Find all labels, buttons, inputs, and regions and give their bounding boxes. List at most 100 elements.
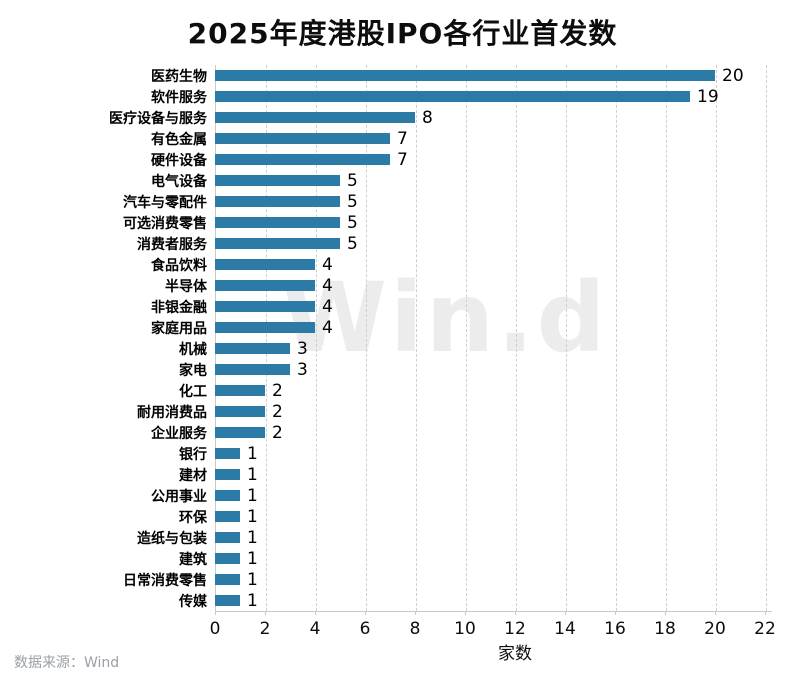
bar-row: 传媒 1	[0, 590, 805, 611]
x-tick-mark	[665, 611, 666, 615]
value-label: 5	[347, 233, 358, 254]
bar	[215, 322, 315, 333]
category-label: 耐用消费品	[137, 404, 207, 421]
value-label: 3	[297, 338, 308, 359]
bar	[215, 448, 240, 459]
x-tick-label: 8	[409, 619, 421, 639]
value-label: 7	[397, 128, 408, 149]
category-label: 日常消费零售	[123, 572, 207, 589]
data-source-label: 数据来源：Wind	[14, 655, 120, 671]
category-label: 建材	[179, 467, 207, 484]
bar	[215, 238, 340, 249]
value-label: 1	[247, 590, 258, 611]
x-tick-label: 6	[359, 619, 371, 639]
value-label: 4	[322, 317, 333, 338]
gridline	[416, 65, 417, 611]
x-tick-mark	[565, 611, 566, 615]
category-label: 汽车与零配件	[123, 194, 207, 211]
x-tick-label: 18	[654, 619, 676, 639]
bar	[215, 364, 290, 375]
bar	[215, 532, 240, 543]
value-label: 1	[247, 569, 258, 590]
bar-row: 可选消费零售 5	[0, 212, 805, 233]
x-tick-mark	[765, 611, 766, 615]
bar-row: 造纸与包装 1	[0, 527, 805, 548]
x-tick-label: 20	[704, 619, 726, 639]
x-tick-label: 0	[209, 619, 221, 639]
bar	[215, 70, 715, 81]
value-label: 19	[697, 86, 719, 107]
bar-row: 公用事业 1	[0, 485, 805, 506]
bar	[215, 595, 240, 606]
bar-row: 食品饮料 4	[0, 254, 805, 275]
bar	[215, 301, 315, 312]
bar-row: 环保 1	[0, 506, 805, 527]
category-label: 传媒	[179, 593, 207, 610]
value-label: 3	[297, 359, 308, 380]
bar-row: 建材 1	[0, 464, 805, 485]
bar	[215, 91, 690, 102]
value-label: 1	[247, 443, 258, 464]
bar-row: 家电 3	[0, 359, 805, 380]
x-tick-mark	[715, 611, 716, 615]
x-tick-mark	[515, 611, 516, 615]
bar-row: 日常消费零售 1	[0, 569, 805, 590]
value-label: 5	[347, 212, 358, 233]
gridline	[616, 65, 617, 611]
value-label: 8	[422, 107, 433, 128]
value-label: 1	[247, 506, 258, 527]
gridline	[366, 65, 367, 611]
category-label: 医疗设备与服务	[109, 110, 207, 127]
category-label: 化工	[179, 383, 207, 400]
value-label: 2	[272, 422, 283, 443]
category-label: 造纸与包装	[137, 530, 207, 547]
x-axis-line	[215, 611, 772, 612]
category-label: 电气设备	[151, 173, 207, 190]
bar	[215, 469, 240, 480]
bar	[215, 406, 265, 417]
bar-row: 消费者服务 5	[0, 233, 805, 254]
value-label: 7	[397, 149, 408, 170]
value-label: 1	[247, 548, 258, 569]
value-label: 4	[322, 275, 333, 296]
bar-row: 电气设备 5	[0, 170, 805, 191]
value-label: 2	[272, 401, 283, 422]
bar	[215, 217, 340, 228]
bar-row: 医疗设备与服务 8	[0, 107, 805, 128]
gridlines-layer	[215, 65, 767, 611]
gridline	[266, 65, 267, 611]
bar	[215, 259, 315, 270]
x-tick-mark	[465, 611, 466, 615]
bar-row: 医药生物 20	[0, 65, 805, 86]
x-tick-label: 10	[454, 619, 476, 639]
x-tick-label: 2	[259, 619, 271, 639]
gridline	[566, 65, 567, 611]
value-label: 2	[272, 380, 283, 401]
x-tick-mark	[215, 611, 216, 615]
category-label: 银行	[179, 446, 207, 463]
bar-row: 建筑 1	[0, 548, 805, 569]
bar-row: 软件服务 19	[0, 86, 805, 107]
value-label: 1	[247, 485, 258, 506]
x-tick-label: 12	[504, 619, 526, 639]
bar	[215, 490, 240, 501]
category-label: 家庭用品	[151, 320, 207, 337]
x-tick-mark	[615, 611, 616, 615]
bar-row: 硬件设备 7	[0, 149, 805, 170]
gridline	[716, 65, 717, 611]
bar-row: 有色金属 7	[0, 128, 805, 149]
category-label: 家电	[179, 362, 207, 379]
category-label: 可选消费零售	[123, 215, 207, 232]
gridline	[466, 65, 467, 611]
category-label: 机械	[179, 341, 207, 358]
wind-watermark: Win.d	[281, 262, 609, 374]
bar	[215, 574, 240, 585]
bar	[215, 343, 290, 354]
x-tick-mark	[315, 611, 316, 615]
bar	[215, 553, 240, 564]
category-label: 软件服务	[151, 89, 207, 106]
chart-title: 2025年度港股IPO各行业首发数	[187, 17, 618, 50]
bar	[215, 427, 265, 438]
category-label: 公用事业	[151, 488, 207, 505]
category-label: 消费者服务	[137, 236, 207, 253]
